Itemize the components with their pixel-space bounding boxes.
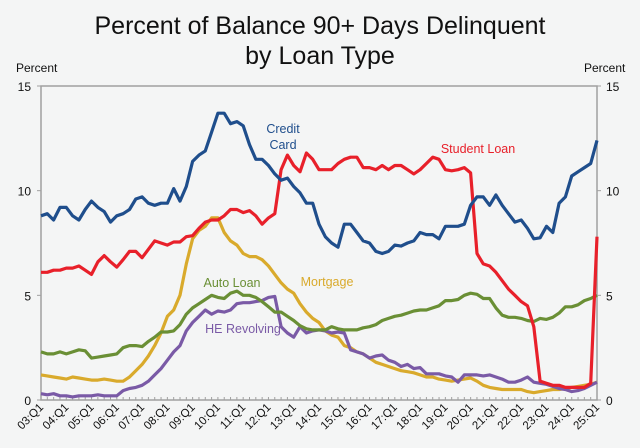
y-tick-label-left: 15	[18, 80, 32, 94]
series-line-student-loan	[41, 151, 599, 389]
y-tick-label-right: 0	[606, 394, 613, 408]
x-tick-label: 14:Q1	[293, 402, 324, 433]
y-tick-label-right: 10	[606, 185, 620, 199]
x-tick-label: 17:Q1	[369, 402, 400, 433]
x-tick-label: 24:Q1	[546, 402, 577, 433]
x-tick-label: 08:Q1	[142, 402, 173, 433]
x-tick-label: 09:Q1	[167, 402, 198, 433]
x-tick-label: 15:Q1	[319, 402, 350, 433]
y-tick-label-left: 5	[24, 289, 31, 303]
series-label-credit-card: Credit	[266, 122, 300, 136]
x-tick-label: 22:Q1	[496, 402, 527, 433]
chart-title-line-1: Percent of Balance 90+ Days Delinquent	[95, 12, 546, 40]
x-tick-label: 13:Q1	[268, 402, 299, 433]
series-label-credit-card: Card	[269, 138, 296, 152]
chart-title-line-2: by Loan Type	[245, 42, 395, 70]
series-line-auto-loan	[40, 289, 598, 360]
x-tick-label: 11:Q1	[218, 402, 248, 432]
series-line-mortgage	[40, 216, 598, 395]
x-tick-label: 10:Q1	[192, 402, 223, 433]
y-axis-label-right: Percent	[584, 61, 626, 75]
x-tick-label: 18:Q1	[395, 402, 426, 433]
y-tick-label-right: 5	[606, 289, 613, 303]
x-tick-label: 23:Q1	[521, 402, 552, 433]
y-tick-label-right: 15	[606, 80, 620, 94]
plot-frame	[40, 85, 598, 401]
x-tick-label: 20:Q1	[445, 402, 476, 433]
y-tick-label-left: 0	[24, 394, 31, 408]
series-label-auto-loan: Auto Loan	[204, 276, 261, 290]
x-tick-label: 19:Q1	[420, 402, 451, 433]
x-tick-label: 21:Q1	[470, 402, 501, 433]
x-tick-label: 16:Q1	[344, 402, 375, 433]
series-label-he-revolving: HE Revolving	[205, 322, 281, 336]
series-label-mortgage: Mortgage	[301, 275, 354, 289]
x-tick-label: 04:Q1	[41, 402, 72, 433]
series-label-student-loan: Student Loan	[441, 142, 515, 156]
x-tick-label: 06:Q1	[91, 402, 122, 433]
x-tick-label: 25:Q1	[571, 402, 602, 433]
y-axis-label-left: Percent	[16, 61, 58, 75]
x-tick-label: 07:Q1	[117, 402, 148, 433]
x-tick-label: 05:Q1	[66, 402, 97, 433]
series-line-credit-card	[40, 111, 599, 256]
x-tick-label: 12:Q1	[243, 402, 274, 433]
y-tick-label-left: 10	[18, 185, 32, 199]
